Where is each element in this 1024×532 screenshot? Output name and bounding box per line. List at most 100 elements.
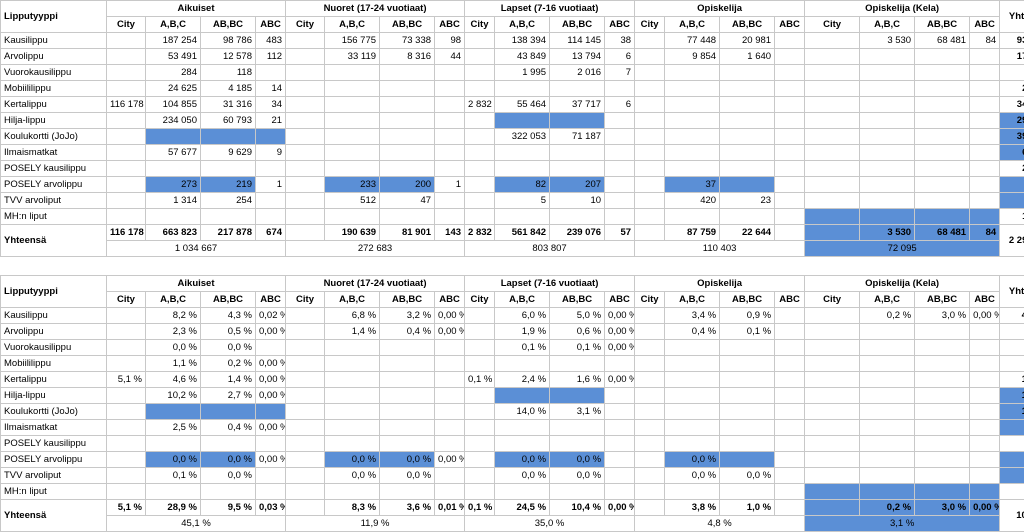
zone-header: AB,BC — [550, 292, 605, 308]
data-cell: 4,3 % — [201, 308, 256, 324]
data-cell — [665, 436, 720, 452]
data-cell — [860, 436, 915, 452]
row-label: Kausilippu — [1, 308, 107, 324]
data-cell: 116 178 — [107, 97, 146, 113]
row-total: 176 803 — [1000, 49, 1024, 65]
data-cell — [805, 388, 860, 404]
total-cell: 81 901 — [380, 225, 435, 241]
data-cell — [775, 388, 805, 404]
data-cell — [256, 468, 286, 484]
data-cell: 0,0 % — [495, 468, 550, 484]
zone-header: A,B,C — [146, 17, 201, 33]
row-total: 0,1 % — [1000, 468, 1024, 484]
total-cell — [635, 500, 665, 516]
data-cell: 0,4 % — [665, 324, 720, 340]
data-cell — [860, 404, 915, 420]
data-cell: 6 — [605, 97, 635, 113]
data-cell — [635, 356, 665, 372]
data-cell: 4,6 % — [146, 372, 201, 388]
data-cell — [465, 65, 495, 81]
data-cell — [465, 145, 495, 161]
data-cell: 0,00 % — [256, 388, 286, 404]
data-cell: 55 464 — [495, 97, 550, 113]
data-cell — [286, 484, 325, 500]
data-cell: 0,0 % — [325, 452, 380, 468]
row-total: 0,2 % — [1000, 340, 1024, 356]
data-cell — [325, 97, 380, 113]
data-cell: 6 — [605, 49, 635, 65]
group-total: 45,1 % — [107, 516, 286, 532]
table-row: POSELY arvolippu2732191233200182207371 2… — [1, 177, 1024, 193]
row-total: 12,9 % — [1000, 388, 1024, 404]
data-cell — [805, 193, 860, 209]
data-cell — [146, 129, 201, 145]
data-cell: 0,00 % — [605, 324, 635, 340]
row-total: 939 835 — [1000, 33, 1024, 49]
zone-header: A,B,C — [325, 292, 380, 308]
data-cell: 0,1 % — [146, 468, 201, 484]
total-header: Yhteensä — [1000, 1, 1024, 33]
data-cell — [380, 129, 435, 145]
data-cell: 0,1 % — [465, 372, 495, 388]
data-cell — [550, 388, 605, 404]
group-header: Lapset (7-16 vuotiaat) — [465, 276, 635, 292]
data-cell — [665, 372, 720, 388]
data-cell: 0,1 % — [550, 340, 605, 356]
data-cell: 8 316 — [380, 49, 435, 65]
data-cell — [550, 484, 605, 500]
data-cell — [107, 49, 146, 65]
total-cell: 561 842 — [495, 225, 550, 241]
data-cell — [805, 404, 860, 420]
type-header: Lipputyyppi — [1, 1, 107, 33]
data-cell — [915, 372, 970, 388]
data-cell — [970, 113, 1000, 129]
total-cell: 87 759 — [665, 225, 720, 241]
data-cell — [380, 161, 435, 177]
data-cell — [805, 33, 860, 49]
data-cell — [495, 145, 550, 161]
data-cell — [325, 388, 380, 404]
group-total: 72 095 — [805, 241, 1000, 257]
data-cell — [915, 356, 970, 372]
data-cell: 0,00 % — [605, 308, 635, 324]
data-cell — [325, 420, 380, 436]
data-cell — [805, 452, 860, 468]
data-cell — [720, 177, 775, 193]
data-cell — [970, 145, 1000, 161]
total-cell — [805, 225, 860, 241]
data-cell — [550, 145, 605, 161]
data-cell — [775, 49, 805, 65]
data-cell — [380, 388, 435, 404]
data-cell — [720, 356, 775, 372]
group-total: 4,8 % — [635, 516, 805, 532]
data-cell — [805, 372, 860, 388]
row-label: Vuorokausilippu — [1, 65, 107, 81]
data-cell — [435, 484, 465, 500]
data-cell — [970, 420, 1000, 436]
total-cell: 28,9 % — [146, 500, 201, 516]
data-cell — [915, 113, 970, 129]
data-cell — [635, 388, 665, 404]
totals-label: Yhteensä — [1, 500, 107, 532]
data-cell — [860, 113, 915, 129]
data-cell — [635, 113, 665, 129]
data-cell: 3,0 % — [915, 308, 970, 324]
data-cell: 512 — [325, 193, 380, 209]
data-cell — [775, 324, 805, 340]
data-cell — [970, 161, 1000, 177]
data-cell — [720, 404, 775, 420]
data-cell — [970, 209, 1000, 225]
data-cell: 0,0 % — [720, 468, 775, 484]
zone-header: City — [465, 17, 495, 33]
row-label: Koulukortti (JoJo) — [1, 129, 107, 145]
data-cell: 47 — [380, 193, 435, 209]
data-cell — [635, 97, 665, 113]
data-cell — [970, 452, 1000, 468]
total-cell: 3,6 % — [380, 500, 435, 516]
data-cell — [605, 452, 635, 468]
data-cell — [286, 372, 325, 388]
data-cell — [286, 404, 325, 420]
data-cell: 0,0 % — [550, 468, 605, 484]
